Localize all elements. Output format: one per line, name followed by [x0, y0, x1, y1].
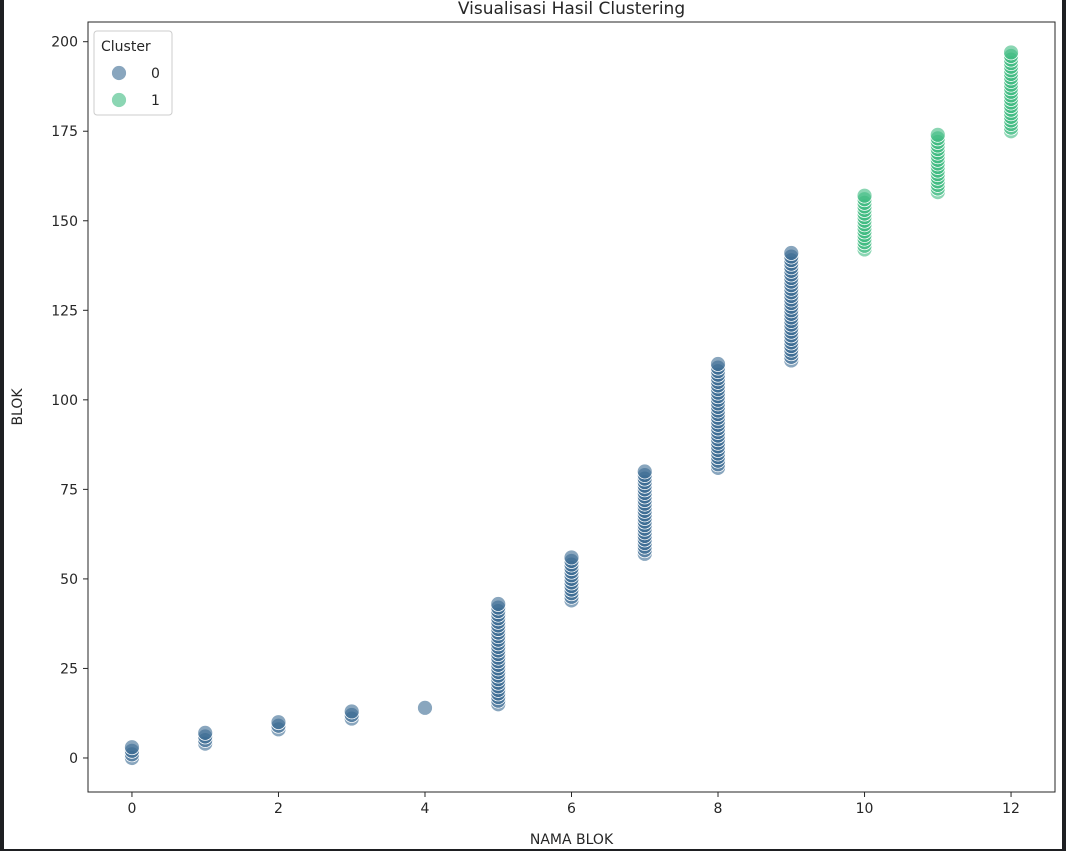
scatter-point [710, 356, 726, 372]
x-tick-label: 12 [1002, 801, 1020, 817]
x-axis-label: NAMA BLOK [530, 832, 614, 848]
axes-frame [87, 21, 1056, 793]
legend-label: 0 [151, 66, 160, 82]
y-tick-label: 25 [60, 661, 78, 677]
figure: Visualisasi Hasil Clustering 0 2 4 6 8 10 12 0… [4, 0, 1062, 849]
y-axis-label: BLOK [10, 388, 26, 426]
y-tick-label: 50 [60, 572, 78, 588]
y-tick-label: 75 [60, 482, 78, 498]
scatter-point [929, 126, 946, 143]
y-axis-ticks: 0 25 50 75 100 125 150 175 200 [51, 35, 88, 767]
scatter-point [783, 245, 800, 261]
y-tick-label: 200 [51, 35, 78, 51]
scatter-point [636, 463, 653, 480]
x-tick-label: 0 [127, 801, 136, 817]
legend-box [93, 30, 173, 116]
scatter-point [417, 699, 433, 716]
scatter-point [270, 714, 287, 731]
scatter-point [124, 739, 140, 756]
x-tick-label: 2 [274, 801, 283, 817]
legend-marker [111, 65, 127, 81]
x-tick-label: 10 [856, 801, 874, 817]
x-tick-label: 8 [714, 801, 723, 817]
scatter-chart: Visualisasi Hasil Clustering 0 2 4 6 8 10 12 0… [10, 0, 1056, 848]
y-tick-label: 150 [51, 214, 78, 230]
legend-entries: 01 [111, 65, 160, 109]
scatter-point [197, 725, 214, 741]
x-axis-ticks: 0 2 4 6 8 10 12 [127, 792, 1020, 817]
x-tick-label: 4 [421, 801, 430, 817]
y-tick-label: 125 [51, 303, 78, 319]
x-tick-label: 6 [567, 801, 576, 817]
chart-title: Visualisasi Hasil Clustering [458, 0, 685, 19]
scatter-point [856, 187, 873, 204]
points-layer [124, 44, 1019, 766]
legend-title: Cluster [101, 39, 151, 55]
legend: Cluster 01 [93, 30, 173, 116]
y-tick-label: 0 [69, 751, 78, 767]
legend-label: 1 [151, 93, 160, 109]
scatter-point [343, 703, 360, 720]
y-tick-label: 100 [51, 393, 78, 409]
legend-marker [111, 92, 127, 108]
y-tick-label: 175 [51, 124, 78, 140]
scatter-point [490, 596, 507, 612]
scatter-point [1003, 44, 1019, 61]
scatter-point [563, 549, 580, 566]
